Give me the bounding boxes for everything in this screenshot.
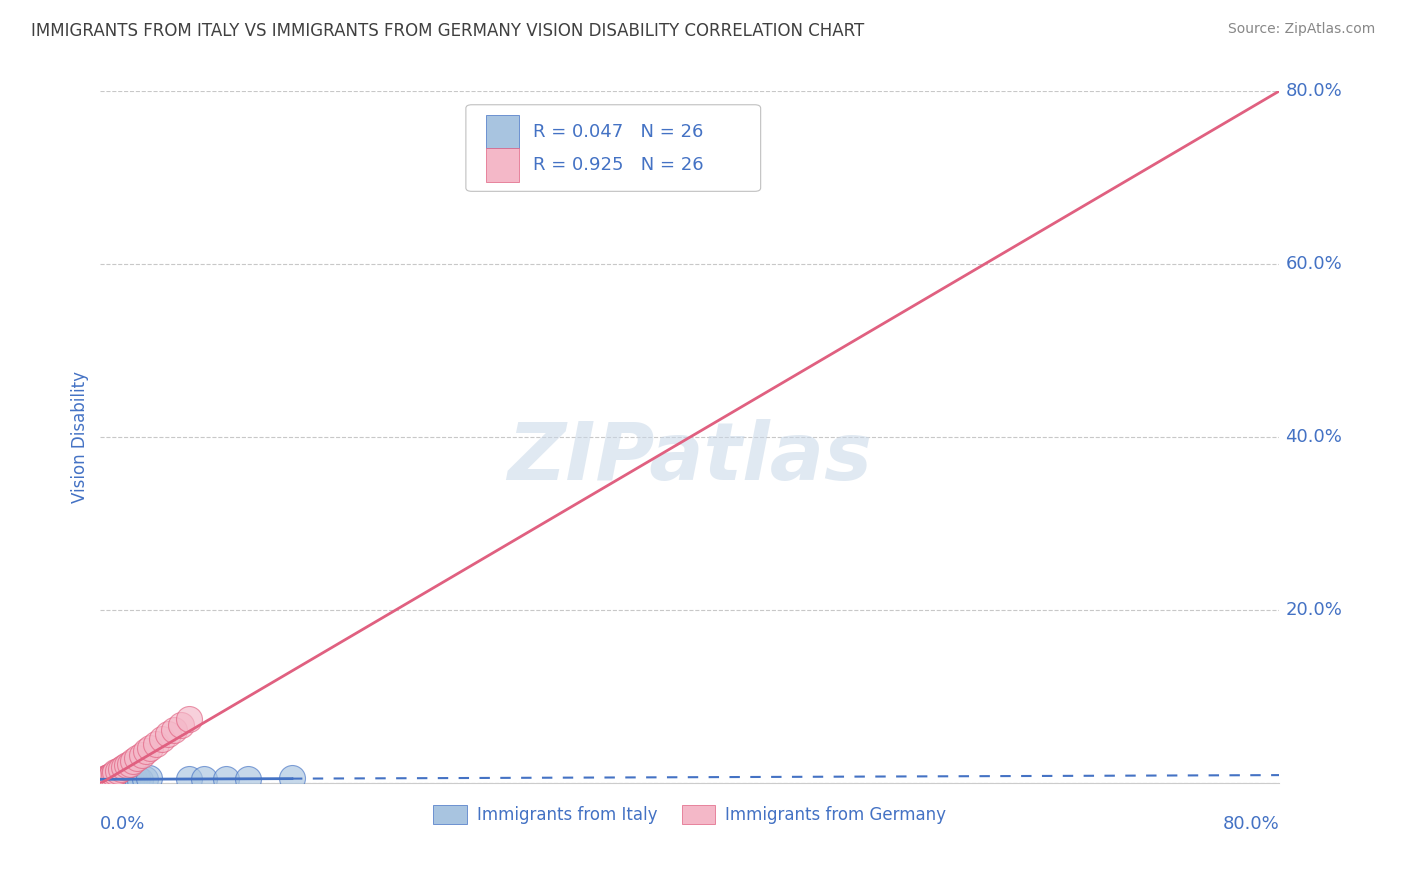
FancyBboxPatch shape [486,148,519,182]
Point [122,772,145,787]
Text: 0.0%: 0.0% [100,814,146,832]
Point [193,772,215,787]
Point [103,767,125,781]
Point [94,773,117,788]
Point [177,772,200,787]
Point [236,772,259,787]
Point [120,772,142,787]
Point [107,764,129,778]
Point [97,772,120,786]
Point [100,769,122,783]
Point [105,772,128,787]
Point [135,744,157,758]
Point [112,760,135,774]
Point [134,772,156,787]
Text: 60.0%: 60.0% [1285,255,1343,273]
Point [150,732,173,747]
Point [127,751,149,765]
Point [131,747,153,762]
Point [281,772,304,786]
Text: R = 0.925   N = 26: R = 0.925 N = 26 [533,156,704,174]
Point [214,772,236,787]
Y-axis label: Vision Disability: Vision Disability [72,371,89,503]
Point [104,771,127,785]
Point [127,772,149,786]
Point [96,772,118,786]
Point [163,723,186,737]
Point [94,772,117,787]
FancyBboxPatch shape [465,104,761,191]
Text: ZIPatlas: ZIPatlas [508,419,872,497]
Point [110,762,132,776]
Legend: Immigrants from Italy, Immigrants from Germany: Immigrants from Italy, Immigrants from G… [426,798,953,830]
FancyBboxPatch shape [486,115,519,148]
Point [96,772,118,787]
Point [117,771,139,785]
Point [98,771,121,785]
Point [139,741,162,756]
Point [114,772,136,787]
Point [121,754,143,768]
Text: 40.0%: 40.0% [1285,428,1343,446]
Point [91,773,114,788]
Point [170,717,193,731]
Text: Source: ZipAtlas.com: Source: ZipAtlas.com [1227,22,1375,37]
Point [486,170,509,185]
Text: IMMIGRANTS FROM ITALY VS IMMIGRANTS FROM GERMANY VISION DISABILITY CORRELATION C: IMMIGRANTS FROM ITALY VS IMMIGRANTS FROM… [31,22,865,40]
Point [138,772,160,786]
Text: R = 0.047   N = 26: R = 0.047 N = 26 [533,123,703,141]
Point [177,712,200,726]
Point [157,727,180,741]
Point [118,756,141,771]
Point [104,765,127,780]
Point [107,772,129,787]
Text: 80.0%: 80.0% [1223,814,1279,832]
Point [129,772,152,787]
Point [97,770,120,784]
Point [101,772,124,786]
Point [101,768,124,782]
Point [108,772,131,786]
Text: 80.0%: 80.0% [1285,82,1343,100]
Point [115,758,138,772]
Point [103,773,125,788]
Point [111,772,134,787]
Point [98,772,121,787]
Text: 20.0%: 20.0% [1285,601,1343,619]
Point [100,772,122,787]
Point [145,737,167,751]
Point [91,772,114,787]
